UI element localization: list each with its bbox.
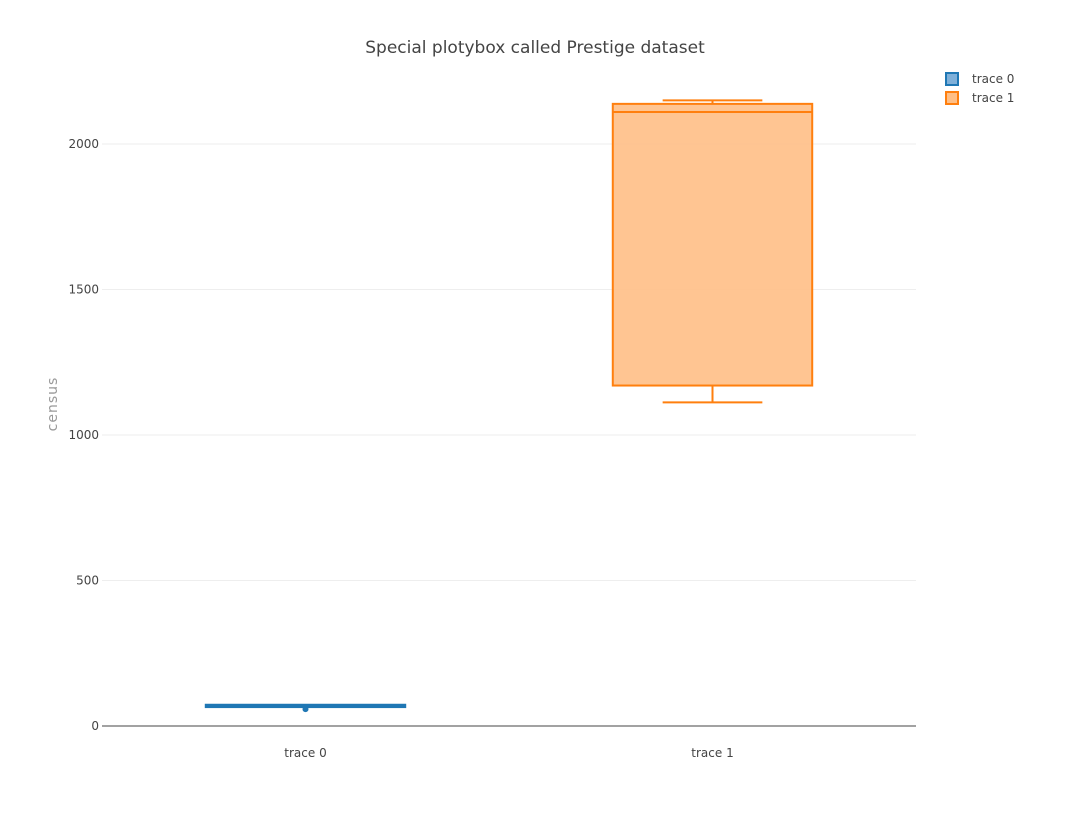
y-tick-label: 1500 xyxy=(68,283,99,297)
box-trace-1[interactable] xyxy=(611,99,814,404)
y-tick-label: 500 xyxy=(76,574,99,588)
x-axis-ticks: trace 0 trace 1 xyxy=(284,746,733,760)
x-tick-label: trace 0 xyxy=(284,746,326,760)
boxes-layer xyxy=(204,99,814,713)
legend-label: trace 1 xyxy=(972,91,1014,105)
legend-label: trace 0 xyxy=(972,72,1014,86)
outlier-point[interactable] xyxy=(302,706,309,713)
legend[interactable]: trace 0 trace 1 xyxy=(945,72,1014,105)
y-tick-label: 1000 xyxy=(68,428,99,442)
legend-swatch xyxy=(945,72,959,86)
y-tick-label: 0 xyxy=(91,719,99,733)
legend-item-trace-1[interactable]: trace 1 xyxy=(945,91,1014,105)
legend-item-trace-0[interactable]: trace 0 xyxy=(945,72,1014,86)
legend-swatch xyxy=(945,91,959,105)
x-tick-label: trace 1 xyxy=(691,746,733,760)
y-axis-title: census xyxy=(45,377,61,432)
y-tick-label: 2000 xyxy=(68,137,99,151)
box-body[interactable] xyxy=(611,102,814,387)
box-trace-0[interactable] xyxy=(204,703,407,713)
y-axis-ticks: 0 500 1000 1500 2000 xyxy=(68,137,99,733)
chart-title: Special plotybox called Prestige dataset xyxy=(365,38,705,58)
